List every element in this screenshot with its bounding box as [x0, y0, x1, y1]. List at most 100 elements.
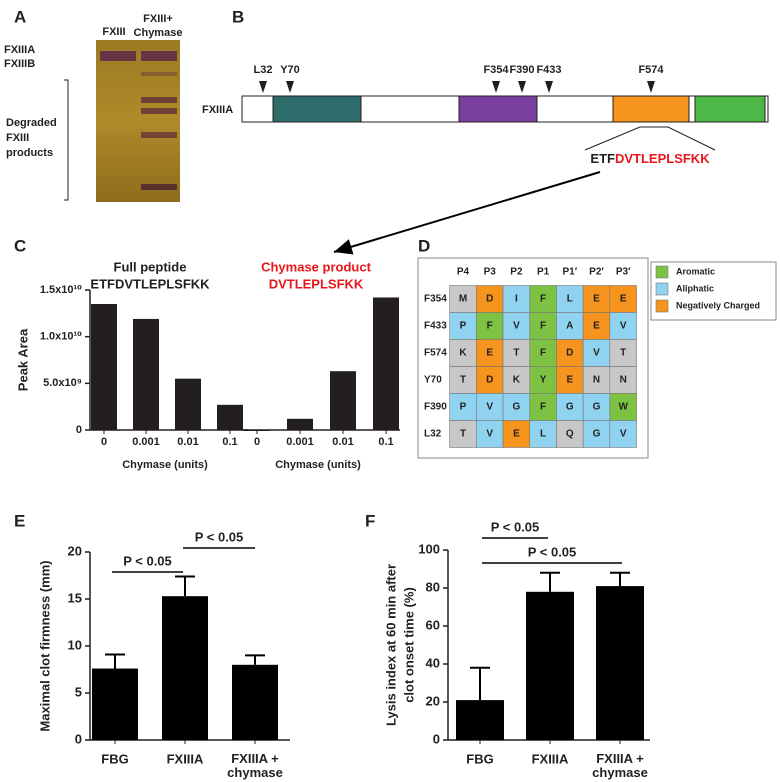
- residue-cell: [556, 339, 584, 367]
- bar: [232, 664, 278, 740]
- gel-band: [141, 51, 177, 61]
- residue-letter: K: [459, 348, 467, 359]
- chart-title: ETFDVTLEPLSFKK: [90, 276, 210, 291]
- bracket-label: products: [6, 147, 53, 159]
- residue-letter: T: [460, 375, 466, 386]
- residue-letter: F: [540, 348, 546, 359]
- residue-letter: V: [513, 321, 520, 332]
- domain: [694, 95, 766, 123]
- domain: [612, 95, 690, 123]
- residue-cell: [609, 312, 637, 340]
- y-tick-label: 40: [426, 655, 440, 670]
- residue-letter: P: [460, 402, 467, 413]
- site-label: Y70: [280, 64, 300, 76]
- legend-label: Aromatic: [676, 266, 715, 276]
- residue-cell: [609, 285, 637, 313]
- column-header: P2: [510, 267, 523, 278]
- residue-letter: V: [486, 429, 493, 440]
- legend-swatch: [655, 282, 669, 296]
- sequence-product: DVTLEPLSFKK: [615, 151, 710, 166]
- y-tick-label: 80: [426, 579, 440, 594]
- residue-cell: [476, 420, 504, 448]
- x-tick-label: 0.1: [378, 436, 393, 448]
- residue-letter: T: [620, 348, 626, 359]
- residue-letter: E: [620, 294, 627, 305]
- residue-letter: F: [540, 294, 546, 305]
- x-tick-label: 0.01: [332, 436, 353, 448]
- sequence-prefix: ETF: [590, 151, 615, 166]
- bar: [162, 596, 208, 740]
- y-tick-label: 5.0x10⁹: [43, 377, 82, 389]
- site-label: L32: [254, 64, 273, 76]
- residue-letter: T: [513, 348, 519, 359]
- y-axis-label: Maximal clot firmness (mm): [37, 560, 52, 731]
- row-label: F574: [424, 348, 447, 359]
- residue-letter: L: [567, 294, 573, 305]
- error-bar: [245, 654, 265, 665]
- residue-letter: G: [593, 429, 601, 440]
- legend-swatch: [655, 265, 669, 279]
- panel-label: B: [232, 7, 244, 26]
- site-label: F574: [638, 64, 664, 76]
- zoom-lines: [584, 126, 716, 151]
- x-tick-label: FXIIIA: [532, 751, 569, 766]
- legend-box: [650, 261, 777, 321]
- error-bar: [105, 653, 125, 669]
- protein-label: FXIIIA: [202, 104, 233, 116]
- column-header: P3′: [616, 267, 631, 278]
- residue-cell: [476, 312, 504, 340]
- y-tick-label: 0: [75, 731, 82, 746]
- residue-letter: W: [618, 402, 628, 413]
- panel-label: A: [14, 7, 26, 26]
- y-axis-label: Lysis index at 60 min after: [383, 564, 398, 726]
- y-tick-label: 1.5x10¹⁰: [40, 284, 82, 296]
- residue-letter: G: [593, 402, 601, 413]
- column-header: P1: [537, 267, 550, 278]
- residue-cell: [556, 420, 584, 448]
- bar: [596, 586, 644, 740]
- bar: [526, 591, 574, 740]
- residue-cell: [502, 312, 531, 340]
- residue-cell: [582, 312, 611, 340]
- gel-band: [141, 132, 177, 138]
- y-tick-label: 5: [75, 684, 82, 699]
- residue-letter: F: [487, 321, 493, 332]
- row-label: L32: [424, 429, 442, 440]
- residue-letter: D: [566, 348, 573, 359]
- column-header: P4: [457, 267, 470, 278]
- bracket-label: Degraded: [6, 117, 57, 129]
- residue-cell: [582, 339, 611, 367]
- arrow: [333, 171, 601, 255]
- significance-label: P < 0.05: [528, 544, 577, 559]
- bracket-label: FXIII: [6, 132, 29, 144]
- residue-cell: [582, 366, 611, 394]
- x-tick-label: FBG: [466, 751, 493, 766]
- chart-title: Chymase product: [261, 259, 371, 274]
- x-tick-label: FXIIIA: [167, 751, 204, 766]
- residue-cell: [609, 339, 637, 367]
- residue-letter: E: [513, 429, 520, 440]
- site-label: F433: [536, 64, 561, 76]
- table-frame: [417, 257, 649, 459]
- site-arrow: [259, 81, 267, 93]
- y-tick-label: 0: [76, 424, 82, 436]
- significance-label: P < 0.05: [123, 553, 172, 568]
- x-tick-label: FXIIIA + chymase: [592, 751, 648, 780]
- y-tick-label: 1.0x10¹⁰: [40, 331, 82, 343]
- gel-band: [141, 108, 177, 114]
- residue-letter: I: [515, 294, 518, 305]
- residue-letter: G: [513, 402, 521, 413]
- y-tick-label: 0: [433, 731, 440, 746]
- bracket: [64, 79, 69, 201]
- panel-label: F: [365, 511, 375, 530]
- bar: [373, 297, 399, 430]
- y-tick-label: 100: [418, 541, 440, 556]
- bar: [91, 304, 117, 430]
- x-tick-label: 0: [101, 436, 107, 448]
- residue-letter: F: [540, 321, 546, 332]
- residue-letter: D: [486, 294, 493, 305]
- chart-title: DVTLEPLSFKK: [269, 276, 364, 291]
- legend-swatch: [655, 299, 669, 313]
- site-arrow: [545, 81, 553, 93]
